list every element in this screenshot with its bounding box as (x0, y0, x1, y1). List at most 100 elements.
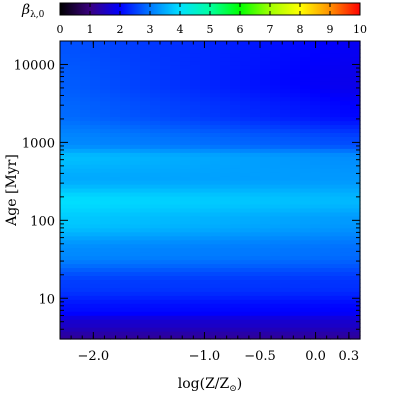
heatmap-cell (70, 68, 81, 74)
heatmap-cell (260, 239, 271, 245)
heatmap-cell (220, 76, 231, 82)
heatmap-cell (220, 291, 231, 296)
heatmap-cell (350, 279, 361, 284)
heatmap-cell (190, 271, 201, 277)
heatmap-cell (270, 335, 281, 340)
heatmap-cell (100, 223, 111, 229)
heatmap-cell (120, 235, 131, 241)
heatmap-cell (280, 152, 291, 157)
heatmap-cell (280, 188, 291, 193)
heatmap-cell (320, 144, 331, 149)
heatmap-cell (350, 251, 361, 257)
heatmap-cell (160, 124, 171, 130)
heatmap-cell (120, 219, 131, 225)
heatmap-cell (130, 100, 141, 106)
heatmap-cell (200, 311, 211, 316)
heatmap-cell (140, 164, 151, 169)
heatmap-cell (110, 132, 121, 137)
heatmap-cell (210, 295, 221, 300)
heatmap-cell (230, 96, 241, 102)
heatmap-cell (270, 323, 281, 328)
heatmap-cell (60, 128, 71, 133)
heatmap-cell (170, 315, 181, 320)
heatmap-cell (240, 327, 251, 332)
heatmap-cell (300, 319, 311, 324)
heatmap-cell (190, 108, 201, 114)
heatmap-cell (200, 64, 211, 70)
heatmap-cell (150, 327, 161, 332)
x-tick-label: −0.5 (244, 349, 276, 364)
heatmap-cell (60, 191, 71, 197)
heatmap-cell (340, 184, 351, 189)
heatmap-cell (220, 203, 231, 209)
heatmap-cell (60, 267, 71, 273)
heatmap-cell (240, 271, 251, 277)
heatmap-cell (330, 239, 341, 245)
heatmap-cell (120, 112, 131, 118)
heatmap-cell (140, 148, 151, 153)
heatmap-cell (270, 88, 281, 94)
heatmap-cell (80, 251, 91, 257)
heatmap-cell (280, 108, 291, 114)
heatmap-cell (300, 287, 311, 292)
heatmap-cell (340, 251, 351, 257)
heatmap-cell (220, 215, 231, 221)
heatmap-cell (180, 120, 191, 126)
heatmap-cell (250, 215, 261, 221)
heatmap-cell (150, 259, 161, 265)
heatmap-cell (100, 311, 111, 316)
heatmap-cell (290, 299, 301, 304)
heatmap-cell (170, 184, 181, 189)
heatmap-cell (110, 140, 121, 145)
heatmap-cell (230, 279, 241, 284)
heatmap-cell (220, 64, 231, 70)
heatmap-cell (210, 251, 221, 257)
heatmap-cell (250, 132, 261, 137)
heatmap-cell (330, 215, 341, 221)
heatmap-cell (350, 215, 361, 221)
heatmap-cell (350, 88, 361, 94)
heatmap-cell (310, 251, 321, 257)
heatmap-cell (90, 184, 101, 189)
heatmap-cell (110, 231, 121, 237)
heatmap-cell (340, 195, 351, 201)
heatmap-cell (260, 323, 271, 328)
heatmap-cell (330, 323, 341, 328)
heatmap-cell (140, 299, 151, 304)
heatmap-cell (270, 315, 281, 320)
heatmap-cell (100, 80, 111, 86)
heatmap-cell (210, 132, 221, 137)
heatmap-cell (210, 144, 221, 149)
heatmap-cell (160, 168, 171, 173)
heatmap-cell (90, 148, 101, 153)
heatmap-cell (60, 100, 71, 106)
heatmap-cell (210, 267, 221, 273)
heatmap-cell (140, 191, 151, 197)
heatmap-cell (290, 60, 301, 66)
heatmap-cell (150, 172, 161, 177)
heatmap-cell (120, 223, 131, 229)
heatmap-cell (230, 227, 241, 233)
heatmap-cell (190, 164, 201, 169)
heatmap-cell (290, 307, 301, 312)
heatmap-cell (240, 180, 251, 185)
heatmap-cell (210, 188, 221, 193)
heatmap-cell (190, 311, 201, 316)
heatmap-cell (260, 140, 271, 145)
heatmap-cell (100, 140, 111, 145)
heatmap-cell (280, 100, 291, 106)
heatmap-cell (60, 164, 71, 169)
heatmap-cell (250, 56, 261, 62)
heatmap-cell (160, 295, 171, 300)
heatmap-cell (290, 331, 301, 336)
heatmap-cell (130, 271, 141, 277)
heatmap-cell (170, 60, 181, 66)
heatmap-cell (340, 44, 351, 50)
heatmap-cell (130, 108, 141, 114)
heatmap-cell (300, 231, 311, 237)
heatmap-cell (140, 315, 151, 320)
heatmap-cell (90, 223, 101, 229)
heatmap-cell (80, 207, 91, 213)
heatmap-cell (220, 303, 231, 308)
heatmap-cell (330, 235, 341, 241)
